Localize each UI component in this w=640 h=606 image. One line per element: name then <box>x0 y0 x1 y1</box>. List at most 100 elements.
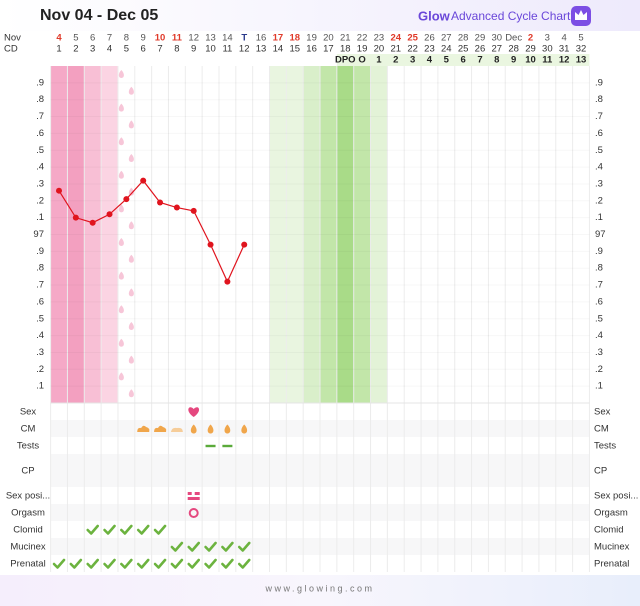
dpo-label: 5 <box>444 55 450 66</box>
temperature-point <box>89 219 96 226</box>
spotting-drop <box>118 170 124 179</box>
y-tick-label-right: .4 <box>595 162 603 173</box>
check-icon <box>237 541 251 552</box>
cd-label: CD <box>4 44 18 55</box>
dpo-band <box>336 54 590 66</box>
test-dash <box>205 444 216 448</box>
cm-sticky <box>170 427 183 432</box>
row-label-right: Mucinex <box>594 542 630 553</box>
temperature-point <box>106 211 113 218</box>
date-label: 26 <box>424 33 435 44</box>
y-tick-label-right: .6 <box>595 128 603 139</box>
spotting-drop <box>128 120 134 129</box>
y-tick-label-right: .9 <box>595 246 603 257</box>
date-label: 16 <box>256 33 267 44</box>
dpo-label: 2 <box>393 55 398 66</box>
y-tick-label: .2 <box>36 195 44 206</box>
row-label: Clomid <box>13 525 43 536</box>
cd-label: 25 <box>458 44 469 55</box>
check-icon <box>136 524 150 535</box>
row-label-right: Orgasm <box>594 508 628 519</box>
fertile-shade <box>286 66 304 403</box>
row-label: Sex posi... <box>6 491 50 502</box>
temperature-point <box>157 199 164 206</box>
fertile-shade <box>370 66 388 403</box>
cd-label: 23 <box>424 44 435 55</box>
y-tick-label-right: .1 <box>595 212 603 223</box>
cd-label: 14 <box>273 44 284 55</box>
spotting-drop <box>128 322 134 330</box>
row-label-right: CM <box>594 424 609 435</box>
temperature-point <box>56 187 62 194</box>
cd-label: 4 <box>107 44 112 55</box>
date-label: 29 <box>475 33 486 44</box>
y-tick-label: .4 <box>36 162 44 173</box>
temperature-point <box>224 278 231 285</box>
row-label: Orgasm <box>11 508 45 519</box>
dpo-label: 13 <box>576 55 587 66</box>
orgasm-ring <box>188 508 199 518</box>
cd-label: 27 <box>492 44 503 55</box>
y-tick-label: .3 <box>36 178 44 189</box>
check-icon <box>86 558 99 569</box>
row-label-right: CP <box>594 466 607 477</box>
y-tick-label-right: .8 <box>595 263 603 274</box>
date-label: 22 <box>357 33 368 44</box>
spotting-drop <box>118 271 124 280</box>
y-tick-label: .7 <box>36 111 44 122</box>
date-label: 25 <box>407 33 418 44</box>
temperature-point <box>123 196 130 203</box>
date-label: 23 <box>374 33 385 44</box>
y-tick-label-right: .5 <box>595 145 603 156</box>
check-icon <box>237 558 251 569</box>
cd-label: 13 <box>256 44 267 55</box>
heart-icon <box>188 407 200 417</box>
cd-label: 19 <box>357 44 368 55</box>
spotting-drop <box>128 187 134 196</box>
date-label: 14 <box>222 33 233 44</box>
y-tick-label: .3 <box>36 347 44 358</box>
date-label: 6 <box>90 33 95 44</box>
dpo-label: 11 <box>542 55 553 66</box>
cd-label: 6 <box>141 44 146 55</box>
row-label-right: Sex <box>594 407 611 418</box>
check-icon <box>153 524 167 535</box>
cm-drop <box>241 424 248 434</box>
date-label: 5 <box>578 33 583 44</box>
cd-label: 10 <box>205 44 216 55</box>
date-label: 20 <box>323 33 334 44</box>
y-tick-label-right: .7 <box>595 280 603 291</box>
y-tick-label: .7 <box>36 280 44 291</box>
dpo-label: O <box>358 55 365 66</box>
y-tick-label-right: 97 <box>595 229 606 240</box>
check-icon <box>136 558 150 569</box>
y-tick-label-right: .3 <box>595 178 603 189</box>
date-label: 4 <box>56 33 62 44</box>
dpo-label: 10 <box>525 55 536 66</box>
y-tick-label-right: .9 <box>595 77 603 88</box>
spotting-drop <box>128 154 134 162</box>
crown-shape <box>575 10 587 20</box>
temperature-point <box>207 241 214 248</box>
check-icon <box>204 558 217 569</box>
y-tick-label: .6 <box>36 128 44 139</box>
cd-label: 31 <box>559 44 570 55</box>
y-tick-label: .1 <box>36 381 44 392</box>
dpo-label: 9 <box>511 55 516 66</box>
y-tick-label-right: .5 <box>595 313 603 324</box>
title: Nov 04 - Dec 05 <box>40 7 158 24</box>
spotting-drop <box>128 86 134 95</box>
footer-bg <box>0 575 640 606</box>
date-label: 30 <box>492 33 503 44</box>
header-bg <box>0 0 640 31</box>
date-label: 27 <box>441 33 452 44</box>
fertile-shade <box>320 66 337 403</box>
cd-label: 20 <box>374 44 385 55</box>
date-label: 18 <box>289 33 300 44</box>
dpo-label: 7 <box>477 55 482 66</box>
dpo-label: 3 <box>410 55 415 66</box>
y-tick-label: .2 <box>36 364 44 375</box>
y-tick-label: .9 <box>36 246 44 257</box>
check-icon <box>170 541 184 552</box>
cd-label: 29 <box>525 44 536 55</box>
